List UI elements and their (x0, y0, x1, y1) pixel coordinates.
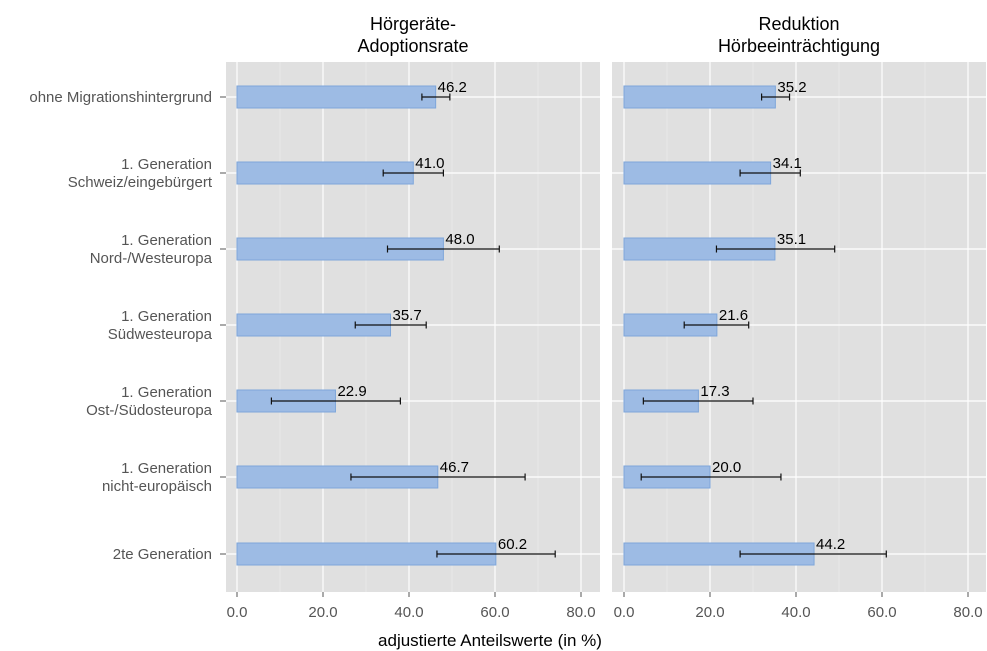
error-bar (350, 473, 526, 481)
panel-title: Hörbeeinträchtigung (718, 36, 880, 56)
error-bar (386, 245, 500, 253)
data-label: 46.2 (438, 79, 467, 96)
error-bar (436, 550, 556, 558)
data-label: 34.1 (773, 155, 802, 172)
panel-title: Hörgeräte- (370, 14, 456, 34)
data-label: 46.7 (440, 459, 469, 476)
error-bar (382, 169, 444, 177)
data-label: 60.2 (498, 536, 527, 553)
x-axis-label: adjustierte Anteilswerte (in %) (378, 631, 602, 650)
data-label: 17.3 (700, 383, 729, 400)
data-label: 35.2 (777, 79, 806, 96)
category-label: Ost-/Südosteuropa (86, 402, 213, 419)
category-label: 1. Generation (121, 460, 212, 477)
x-tick-label: 0.0 (227, 604, 248, 621)
bar (623, 85, 776, 109)
x-tick-label: 40.0 (781, 604, 810, 621)
x-tick-label: 20.0 (695, 604, 724, 621)
category-label: Schweiz/eingebürgert (68, 174, 213, 191)
x-tick-label: 20.0 (308, 604, 337, 621)
x-tick-label: 60.0 (867, 604, 896, 621)
category-label: 1. Generation (121, 308, 212, 325)
data-label: 48.0 (445, 231, 474, 248)
error-bar (739, 169, 801, 177)
category-label: 1. Generation (121, 156, 212, 173)
data-label: 20.0 (712, 459, 741, 476)
panel-2: 0.0 20.0 40.0 60.0 80.0 ReduktionHörbeeinträc… (612, 14, 986, 621)
data-label: 21.6 (719, 307, 748, 324)
x-tick-label: 40.0 (394, 604, 423, 621)
data-label: 35.7 (393, 307, 422, 324)
category-label: Nord-/Westeuropa (90, 250, 213, 267)
data-label: 22.9 (337, 383, 366, 400)
category-label: 2te Generation (113, 546, 212, 563)
category-label: nicht-europäisch (102, 478, 212, 495)
error-bar (683, 321, 750, 329)
error-bar (270, 397, 401, 405)
error-bar (421, 93, 451, 101)
error-bar (760, 93, 791, 101)
category-label: 1. Generation (121, 232, 212, 249)
x-tick-label: 80.0 (953, 604, 982, 621)
x-tick-label: 80.0 (566, 604, 595, 621)
panel-1: 0.0 20.0 40.0 60.0 80.0 Hörgeräte-Adoptionsra… (226, 14, 600, 621)
data-label: 35.1 (777, 231, 806, 248)
panel-title: Adoptionsrate (357, 36, 468, 56)
x-tick-label: 60.0 (480, 604, 509, 621)
panel-title: Reduktion (758, 14, 839, 34)
error-bar (739, 550, 887, 558)
category-label: 1. Generation (121, 384, 212, 401)
error-bar (640, 473, 782, 481)
data-label: 44.2 (816, 536, 845, 553)
category-label: Südwesteuropa (108, 326, 213, 343)
data-label: 41.0 (415, 155, 444, 172)
error-bar (354, 321, 427, 329)
x-tick-label: 0.0 (614, 604, 635, 621)
error-bar (715, 245, 836, 253)
error-bar (642, 397, 754, 405)
category-label: ohne Migrationshintergrund (29, 89, 212, 106)
bar (236, 85, 437, 109)
